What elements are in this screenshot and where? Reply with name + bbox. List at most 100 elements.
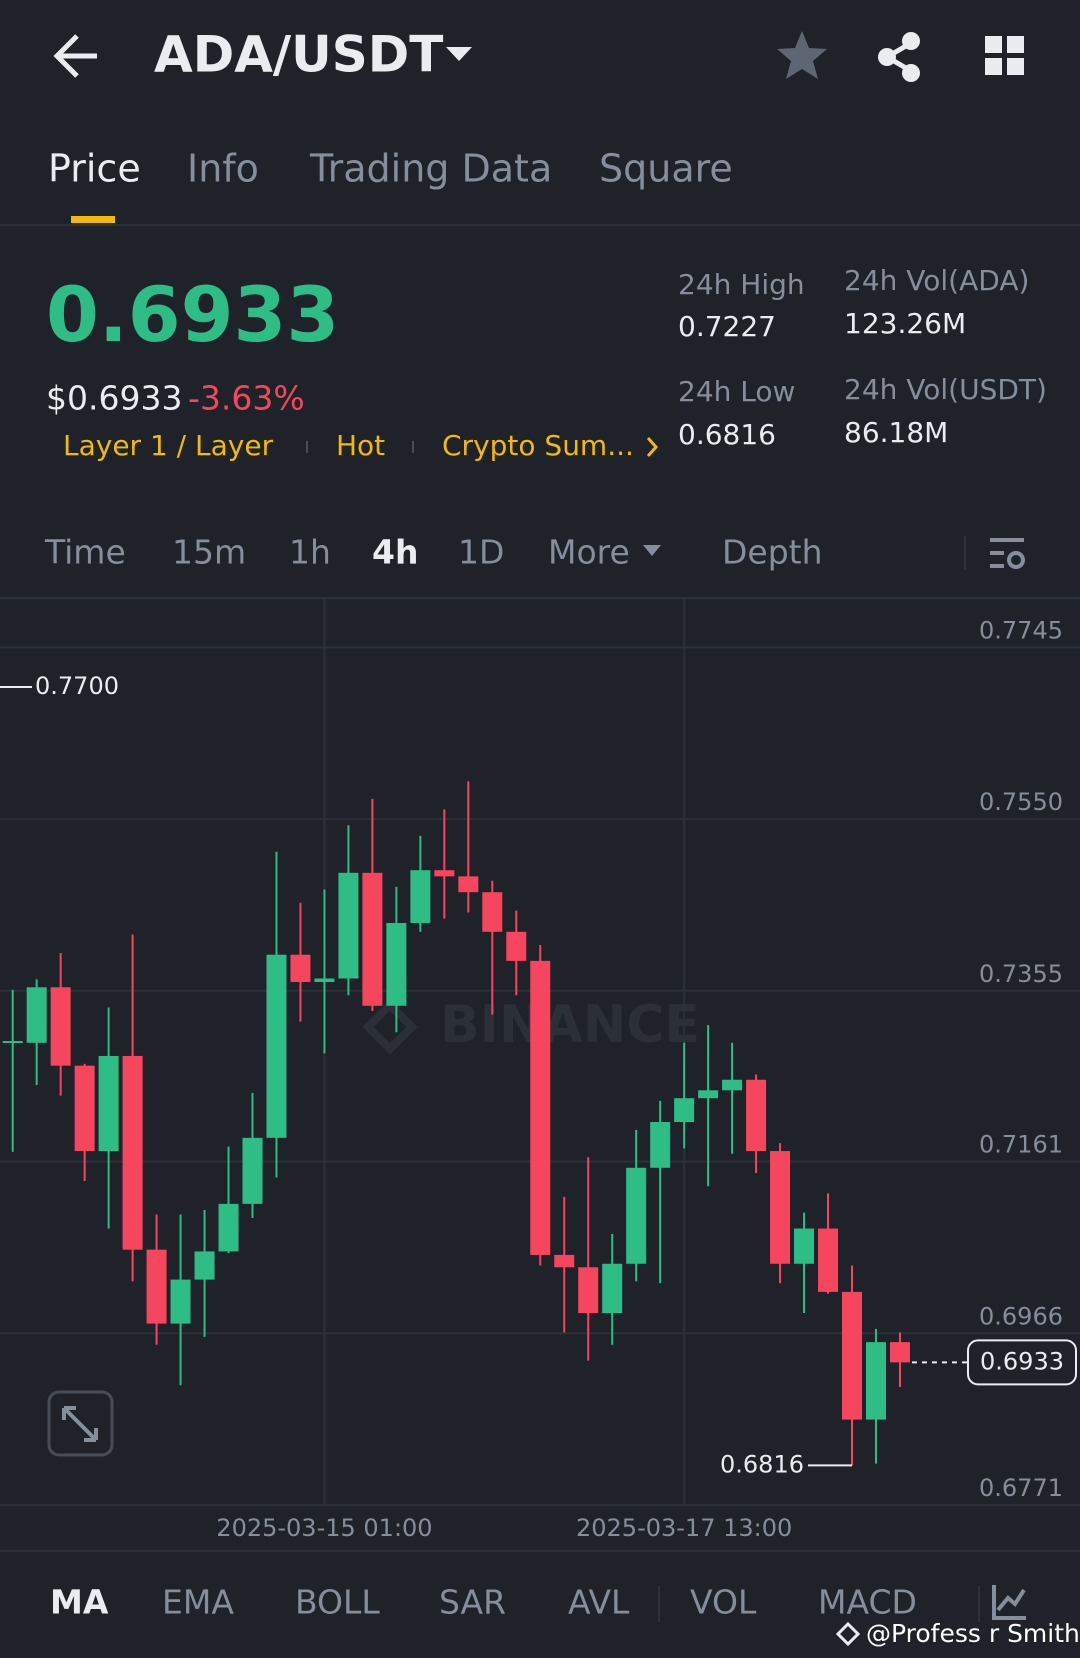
interval[interactable]: More <box>548 533 630 572</box>
candle-body <box>50 987 71 1066</box>
interval[interactable]: 1D <box>458 533 504 572</box>
stat-value: 123.26M <box>844 307 966 340</box>
last-price-box <box>967 1339 1077 1386</box>
candle-body <box>266 954 287 1138</box>
candle-body <box>2 1040 23 1043</box>
stat-label: 24h Vol(USDT) <box>844 373 1047 406</box>
tab[interactable]: Trading Data <box>309 147 552 191</box>
menu-square <box>985 58 1002 75</box>
pair-title[interactable]: ADA/USDT <box>154 26 443 84</box>
last-price: 0.6933 <box>46 270 339 359</box>
user-watermark: @Profess r Smith <box>866 1619 1080 1648</box>
candle-body <box>602 1263 623 1314</box>
candle-body <box>865 1342 886 1420</box>
candle-body <box>794 1228 815 1264</box>
candle-body <box>122 1055 143 1250</box>
indicator[interactable]: EMA <box>162 1583 234 1622</box>
candle-body <box>458 876 479 893</box>
watermark-text: BINANCE <box>440 995 700 1055</box>
candle-body <box>146 1249 167 1324</box>
tag[interactable]: Layer 1 / Layer <box>63 429 274 462</box>
candle-body <box>578 1267 599 1314</box>
y-tick-label: 0.6966 <box>979 1302 1063 1330</box>
candle-body <box>818 1228 839 1292</box>
candle-body <box>889 1342 910 1363</box>
stat-label: 24h Vol(ADA) <box>844 264 1029 297</box>
candle-body <box>362 872 383 1006</box>
interval[interactable]: Depth <box>722 533 823 572</box>
more-dropdown[interactable] <box>643 545 661 556</box>
candle-body <box>386 923 407 1006</box>
candle-body <box>770 1151 791 1264</box>
candle-body <box>626 1167 647 1264</box>
candle-body <box>74 1065 95 1152</box>
tab[interactable]: Square <box>599 147 733 191</box>
watermark-logo <box>362 999 418 1055</box>
stat-label: 24h High <box>678 268 805 301</box>
menu-square <box>985 36 1002 53</box>
interval[interactable]: 15m <box>172 533 246 572</box>
y-tick-label: 0.6771 <box>979 1474 1063 1502</box>
share-dot <box>902 32 920 50</box>
candle-body <box>338 872 359 979</box>
indicator[interactable]: MA <box>50 1583 109 1622</box>
chart: BINANCE 0.6771 0.6966 0.7161 0.7355 0.7550 0.… <box>0 599 1080 1542</box>
price-change: -3.63% <box>188 379 305 418</box>
interval[interactable]: 4h <box>372 533 418 572</box>
pair-dropdown[interactable] <box>446 47 472 61</box>
indicator[interactable]: AVL <box>568 1583 630 1622</box>
tag[interactable]: Hot <box>336 429 385 462</box>
last-price-label: 0.6933 <box>980 1347 1064 1375</box>
expand-arrows <box>62 1406 98 1442</box>
expand-button[interactable] <box>47 1390 114 1457</box>
tab[interactable]: Info <box>187 147 259 191</box>
expand-frame <box>47 1390 114 1457</box>
y-tick-label: 0.7355 <box>979 960 1063 988</box>
tags-more[interactable] <box>646 437 659 457</box>
candle-body <box>218 1203 239 1252</box>
candle-body <box>530 960 551 1255</box>
candle-body <box>746 1079 767 1152</box>
menu-icon[interactable] <box>985 36 1024 75</box>
candle-body <box>674 1098 695 1122</box>
candle-body <box>506 931 527 961</box>
favorite-icon[interactable] <box>777 31 827 79</box>
candle-body <box>482 892 503 932</box>
candle-body <box>98 1055 119 1152</box>
candle-body <box>650 1121 671 1168</box>
candle-body <box>722 1079 743 1091</box>
stat-label: 24h Low <box>678 375 795 408</box>
indicator[interactable]: BOLL <box>295 1583 380 1622</box>
indicator[interactable]: VOL <box>690 1583 757 1622</box>
candle-body <box>194 1251 215 1280</box>
candle-body <box>242 1137 263 1204</box>
candle-body <box>26 987 47 1043</box>
chart-settings-icon[interactable] <box>990 538 1025 569</box>
candle-body <box>698 1090 719 1099</box>
icon-gear <box>1007 551 1025 569</box>
indicator-settings-icon[interactable] <box>992 1585 1026 1620</box>
candle-body <box>410 870 431 924</box>
indicator[interactable]: SAR <box>439 1583 506 1622</box>
y-tick-label: 0.7550 <box>979 788 1063 816</box>
share-icon[interactable] <box>878 32 920 82</box>
stat-value: 0.7227 <box>678 310 776 343</box>
candle-body <box>434 870 455 877</box>
candle-body <box>554 1254 575 1268</box>
back-button[interactable] <box>53 34 97 78</box>
tag[interactable]: Crypto Sum... <box>442 429 634 462</box>
interval[interactable]: Time <box>44 533 126 572</box>
indicator[interactable]: MACD <box>818 1583 917 1622</box>
share-dot <box>878 48 896 66</box>
x-tick-label: 2025-03-15 01:00 <box>216 1514 432 1542</box>
candle-body <box>290 954 311 983</box>
tab[interactable]: Price <box>48 147 141 191</box>
share-dot <box>902 64 920 82</box>
low-marker-label: 0.6816 <box>720 1450 804 1478</box>
watermark-logo <box>835 1621 861 1647</box>
chart-watermark: BINANCE <box>362 995 700 1055</box>
high-marker-label: 0.7700 <box>35 672 119 700</box>
interval[interactable]: 1h <box>289 533 331 572</box>
